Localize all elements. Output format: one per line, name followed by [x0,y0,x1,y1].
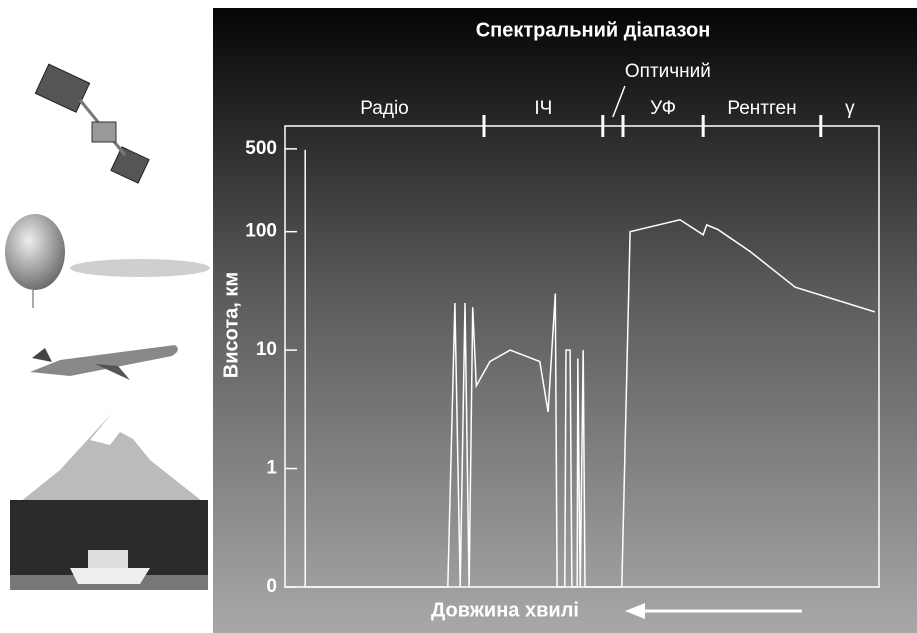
airplane [30,345,178,380]
y-tick-label: 100 [245,221,277,242]
mountain [10,413,208,590]
altitude-line [304,149,876,588]
satellite [34,63,150,184]
balloon [5,214,210,308]
band-label: Оптичний [625,61,711,82]
band-label: Рентген [727,98,796,119]
y-tick-label: 0 [266,576,277,597]
band-label: УФ [650,98,676,119]
band-label: γ [845,98,855,119]
direction-arrow [625,603,802,619]
band-leader [612,85,626,118]
plot-frame [284,125,880,588]
y-tick-label: 10 [256,339,277,360]
y-axis-label: Висота, км [220,272,242,378]
y-tick-label: 500 [245,138,277,159]
x-axis-label: Довжина хвилі [431,599,579,621]
y-tick-label: 1 [266,458,277,479]
band-label: ІЧ [534,98,552,119]
chart-title: Спектральний діапазон [476,19,711,41]
band-label: Радіо [360,98,408,119]
